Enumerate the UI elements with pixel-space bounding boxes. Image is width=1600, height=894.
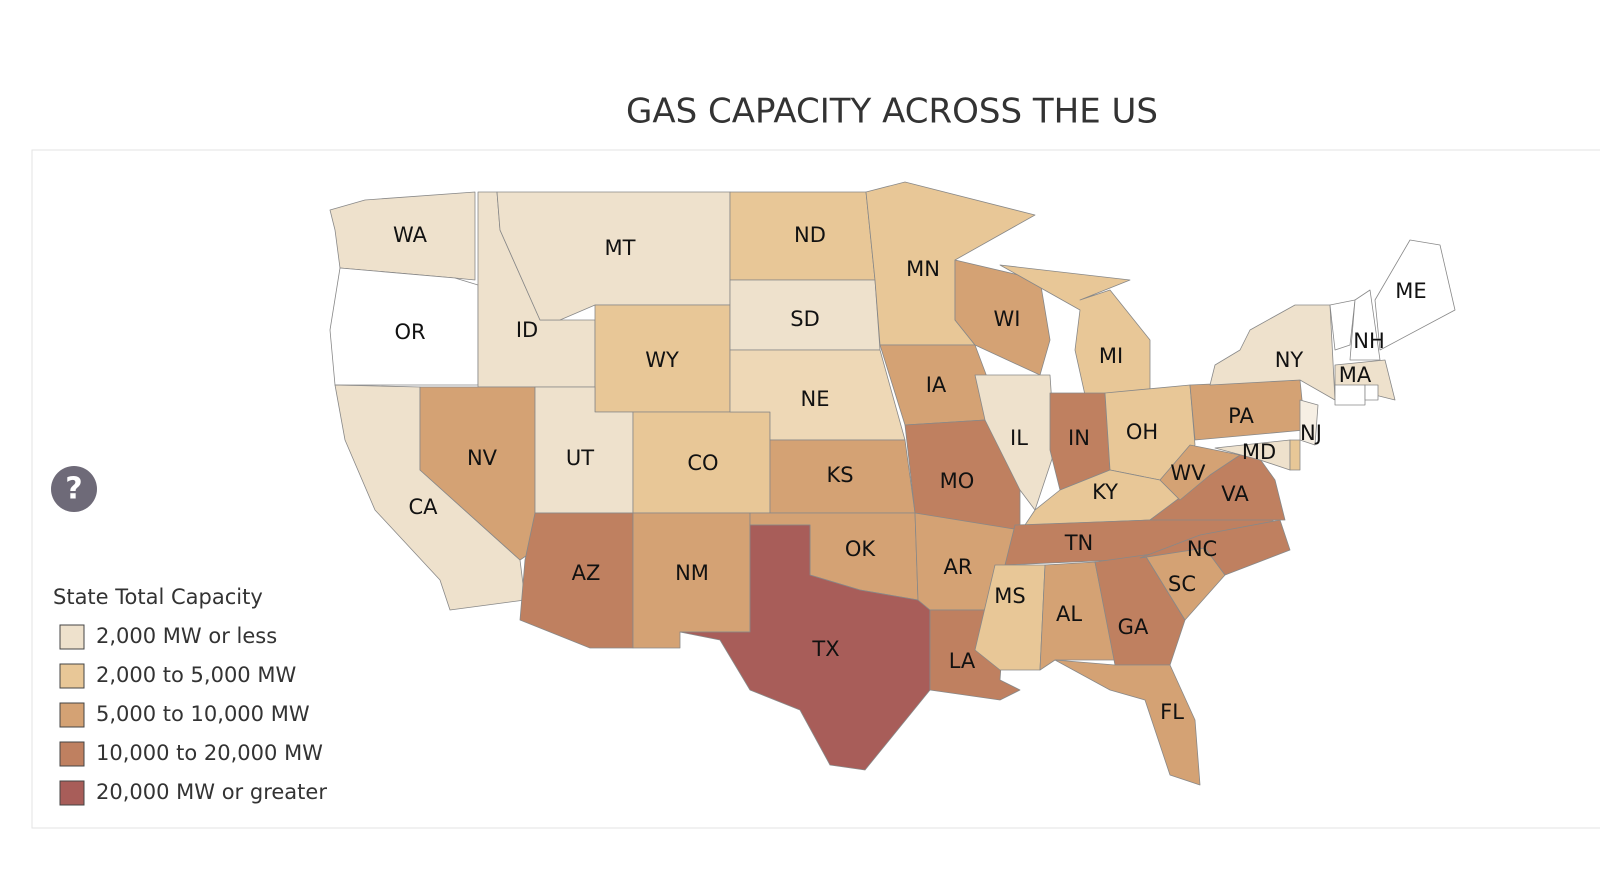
state-shape xyxy=(329,191,476,281)
state-label: NH xyxy=(1353,329,1385,353)
state-label: MD xyxy=(1242,440,1276,464)
state-label: WV xyxy=(1170,461,1206,485)
state-label: IL xyxy=(1010,426,1028,450)
state-label: PA xyxy=(1228,404,1254,428)
state-label: VA xyxy=(1221,482,1249,506)
state-label: MS xyxy=(994,584,1025,608)
state-label: KY xyxy=(1092,480,1118,504)
state-shape xyxy=(679,524,931,771)
state-label: ND xyxy=(794,223,826,247)
state-label: WI xyxy=(994,307,1021,331)
state-label: LA xyxy=(949,649,976,673)
state-label: GA xyxy=(1118,615,1149,639)
state-shape xyxy=(1054,659,1201,786)
state-label: WA xyxy=(393,223,428,247)
state-label: MI xyxy=(1099,344,1123,368)
legend-swatch xyxy=(59,663,85,689)
state-shape xyxy=(1334,359,1396,401)
state-label: CA xyxy=(408,495,438,519)
legend-swatch xyxy=(59,702,85,728)
state-label: SC xyxy=(1168,572,1196,596)
state-label: NV xyxy=(467,446,498,470)
state-label: MN xyxy=(906,257,940,281)
title: GAS CAPACITY ACROSS THE US xyxy=(626,92,1158,132)
state-shape xyxy=(1364,384,1379,401)
state-shape xyxy=(1299,399,1319,446)
state-shape xyxy=(1289,439,1301,471)
state-label: MA xyxy=(1339,363,1372,387)
map: WA OR CA ID NV MT WY UT CO AZ NM ND SD NE KS OK TX MN IA MO… xyxy=(329,181,1456,786)
state-label: NC xyxy=(1187,537,1217,561)
state-label: NE xyxy=(801,387,830,411)
state-label: NJ xyxy=(1300,421,1322,445)
legend-swatch xyxy=(59,741,85,767)
state-label: IA xyxy=(926,373,947,397)
state-shape xyxy=(1139,519,1291,576)
state-label: CO xyxy=(687,451,718,475)
state-shape xyxy=(999,264,1151,396)
state-shape xyxy=(974,564,1046,671)
legend-label: 2,000 MW or less xyxy=(96,624,277,648)
legend-swatch xyxy=(59,780,85,806)
state-label: AR xyxy=(944,555,973,579)
state-label: KS xyxy=(826,463,853,487)
state-label: NM xyxy=(675,561,709,585)
legend: 2,000 MW or less 2,000 to 5,000 MW 5,000 t… xyxy=(59,624,327,806)
state-label: WY xyxy=(645,348,679,372)
state-shape xyxy=(1374,239,1456,351)
state-shape xyxy=(1094,554,1186,666)
legend-label: 20,000 MW or greater xyxy=(96,780,327,804)
legend-swatch xyxy=(59,624,85,650)
state-label: TX xyxy=(811,637,839,661)
state-label: MO xyxy=(940,469,975,493)
state-label: TN xyxy=(1064,531,1094,555)
state-label: NY xyxy=(1275,348,1304,372)
state-label: OR xyxy=(394,320,425,344)
state-label: OH xyxy=(1126,420,1158,444)
state-label: ID xyxy=(516,318,538,342)
legend-title: State Total Capacity xyxy=(53,585,263,609)
help-icon[interactable]: ? xyxy=(65,472,82,507)
legend-label: 5,000 to 10,000 MW xyxy=(96,702,310,726)
state-label: MT xyxy=(605,236,636,260)
state-shape xyxy=(1349,289,1381,361)
state-shape xyxy=(1329,299,1356,351)
state-label: OK xyxy=(845,537,877,561)
state-shape xyxy=(1334,384,1366,406)
state-label: IN xyxy=(1068,426,1090,450)
state-shape xyxy=(974,374,1056,511)
state-label: AL xyxy=(1056,602,1082,626)
state-label: AZ xyxy=(572,561,601,585)
state-label: UT xyxy=(566,446,594,470)
state-shape xyxy=(1039,561,1116,671)
state-label: ME xyxy=(1395,279,1426,303)
legend-label: 10,000 to 20,000 MW xyxy=(96,741,323,765)
help-button[interactable] xyxy=(51,466,97,512)
state-label: FL xyxy=(1160,700,1184,724)
legend-label: 2,000 to 5,000 MW xyxy=(96,663,296,687)
state-label: SD xyxy=(790,307,820,331)
